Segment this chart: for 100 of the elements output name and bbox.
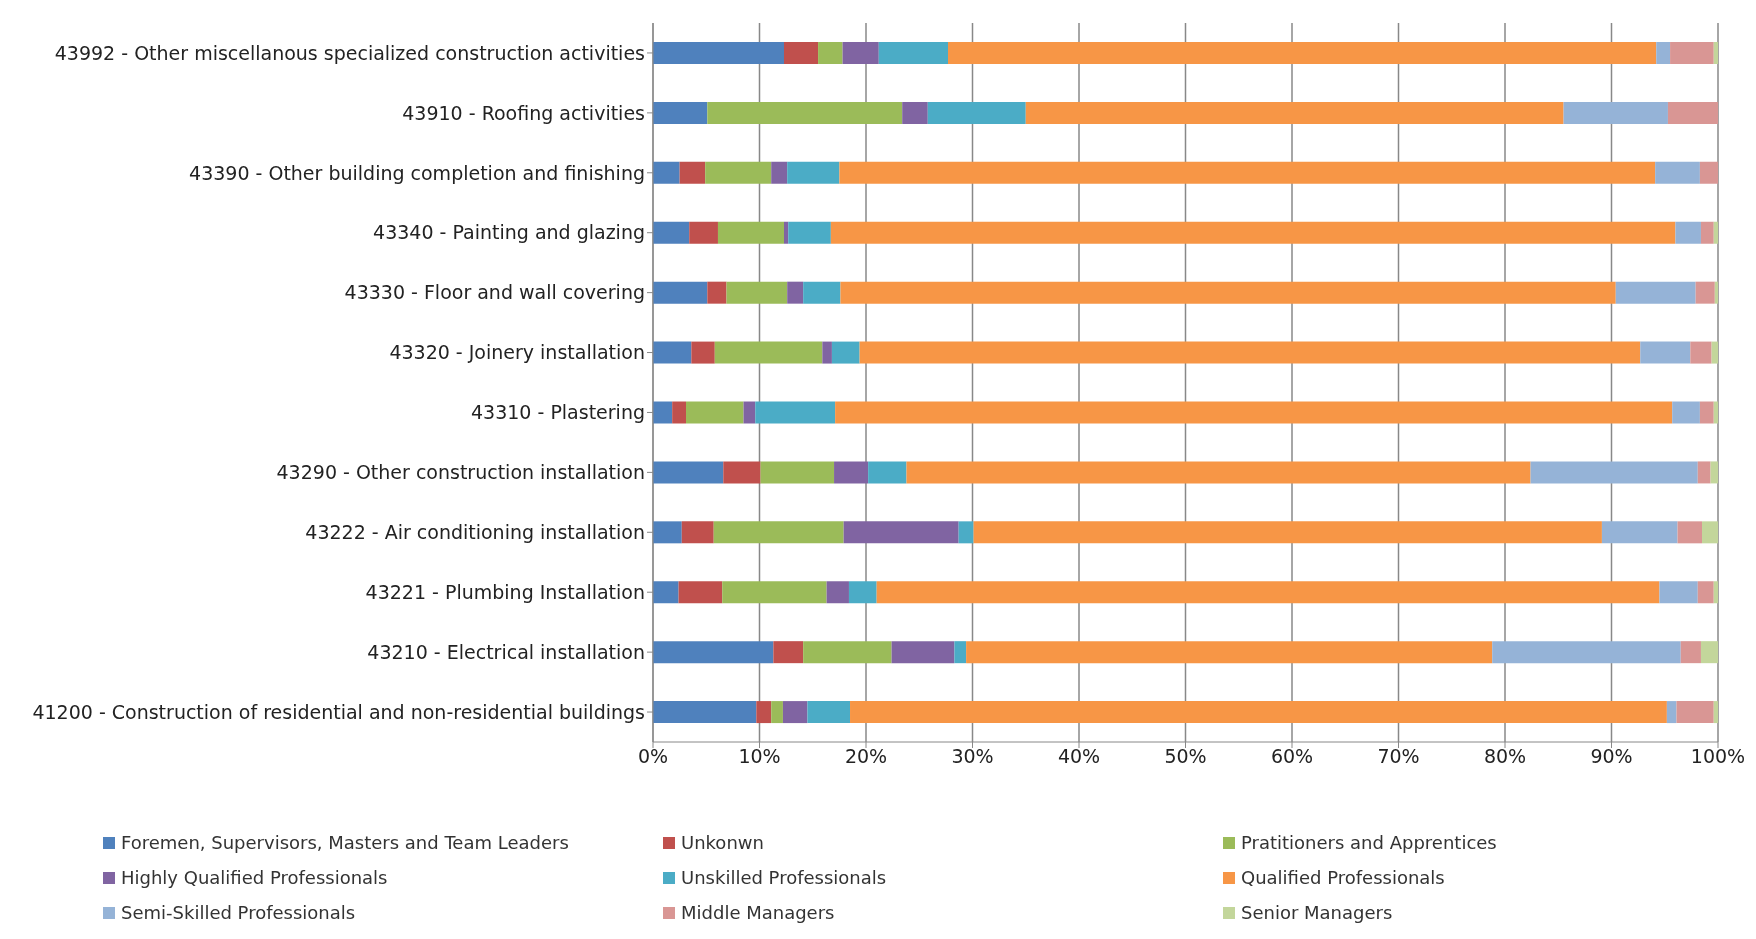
legend-label: Highly Qualified Professionals bbox=[121, 867, 388, 888]
bar bbox=[653, 401, 673, 424]
bar bbox=[843, 521, 959, 544]
bar bbox=[784, 221, 789, 244]
bar bbox=[771, 161, 788, 184]
bar bbox=[1025, 101, 1564, 124]
legend-label: Pratitioners and Apprentices bbox=[1241, 832, 1497, 853]
bar bbox=[653, 521, 682, 544]
bar bbox=[1563, 101, 1668, 124]
y-tick-label: 43290 - Other construction installation bbox=[276, 461, 645, 484]
bar bbox=[891, 641, 955, 664]
legend-label: Senior Managers bbox=[1241, 902, 1393, 923]
bar bbox=[653, 42, 784, 64]
bar bbox=[784, 42, 819, 64]
legend-label: Semi-Skilled Professionals bbox=[121, 902, 356, 923]
bar bbox=[787, 161, 840, 184]
bar bbox=[1492, 641, 1681, 664]
bar bbox=[831, 341, 860, 364]
bar bbox=[713, 521, 844, 544]
bar bbox=[722, 581, 827, 604]
bar bbox=[1640, 341, 1691, 364]
bar bbox=[1695, 281, 1715, 304]
bar bbox=[1530, 461, 1698, 484]
bar bbox=[878, 42, 949, 64]
bar bbox=[859, 341, 1641, 364]
bar bbox=[723, 461, 761, 484]
bar bbox=[839, 161, 1656, 184]
bar bbox=[653, 461, 724, 484]
bar bbox=[803, 281, 841, 304]
x-tick-label: 30% bbox=[951, 745, 994, 768]
bar bbox=[1615, 281, 1696, 304]
bar bbox=[1667, 101, 1718, 124]
x-tick-label: 10% bbox=[738, 745, 781, 768]
bar bbox=[1714, 281, 1718, 304]
bar bbox=[1670, 42, 1714, 64]
y-tick-label: 41200 - Construction of residential and non-residential buildings bbox=[32, 700, 645, 723]
x-tick-label: 90% bbox=[1590, 745, 1633, 768]
bar bbox=[868, 461, 907, 484]
bar bbox=[726, 281, 788, 304]
bar bbox=[1700, 641, 1718, 664]
bar bbox=[1713, 221, 1718, 244]
bar bbox=[1677, 521, 1703, 544]
y-tick-label: 43320 - Joinery installation bbox=[389, 341, 645, 364]
bar bbox=[1666, 701, 1677, 724]
bar bbox=[958, 521, 974, 544]
bar bbox=[1676, 701, 1714, 724]
bar bbox=[948, 42, 1657, 64]
bar bbox=[1672, 401, 1700, 424]
bar bbox=[672, 401, 687, 424]
bar bbox=[954, 641, 967, 664]
bar bbox=[834, 461, 869, 484]
bar bbox=[1601, 521, 1678, 544]
y-tick-label: 43210 - Electrical installation bbox=[367, 640, 645, 663]
bar bbox=[818, 42, 843, 64]
bar bbox=[848, 581, 877, 604]
bar bbox=[973, 521, 1602, 544]
legend-label: Foremen, Supervisors, Masters and Team Leaders bbox=[121, 832, 569, 853]
bar bbox=[653, 161, 680, 184]
bar bbox=[653, 281, 708, 304]
bar bbox=[678, 581, 723, 604]
bar bbox=[835, 401, 1673, 424]
bar bbox=[1710, 461, 1718, 484]
x-tick-label: 0% bbox=[637, 745, 669, 768]
bar bbox=[826, 581, 849, 604]
x-tick-label: 50% bbox=[1164, 745, 1207, 768]
bar bbox=[1675, 221, 1701, 244]
bar bbox=[653, 581, 679, 604]
y-tick-label: 43330 - Floor and wall covering bbox=[344, 281, 645, 304]
bar bbox=[707, 281, 727, 304]
x-tick-label: 80% bbox=[1483, 745, 1527, 768]
bar bbox=[1680, 641, 1701, 664]
bar bbox=[691, 341, 715, 364]
bar bbox=[1656, 42, 1671, 64]
y-tick-label: 43221 - Plumbing Installation bbox=[365, 580, 645, 603]
legend-label: Qualified Professionals bbox=[1241, 867, 1445, 888]
bar bbox=[1699, 401, 1714, 424]
bar bbox=[842, 42, 879, 64]
bar bbox=[822, 341, 832, 364]
bar bbox=[653, 101, 708, 124]
bar bbox=[788, 221, 831, 244]
bar bbox=[743, 401, 756, 424]
bar bbox=[686, 401, 744, 424]
y-tick-label: 43992 - Other miscellanous specialized construction activities bbox=[54, 41, 645, 64]
bar bbox=[902, 101, 928, 124]
x-tick-label: 40% bbox=[1057, 745, 1101, 768]
bar bbox=[1697, 461, 1711, 484]
bar bbox=[760, 461, 835, 484]
y-tick-label: 43910 - Roofing activities bbox=[402, 101, 645, 124]
bar bbox=[782, 701, 808, 724]
y-tick-label: 43222 - Air conditioning installation bbox=[305, 521, 645, 544]
bar bbox=[1659, 581, 1698, 604]
y-tick-label: 43390 - Other building completion and finishing bbox=[189, 161, 645, 184]
bar bbox=[927, 101, 1026, 124]
bar bbox=[1690, 341, 1712, 364]
x-tick-label: 70% bbox=[1377, 745, 1420, 768]
legend-label: Unskilled Professionals bbox=[681, 867, 887, 888]
bar bbox=[714, 341, 823, 364]
bar bbox=[966, 641, 1493, 664]
bar bbox=[1700, 221, 1714, 244]
bar bbox=[906, 461, 1531, 484]
